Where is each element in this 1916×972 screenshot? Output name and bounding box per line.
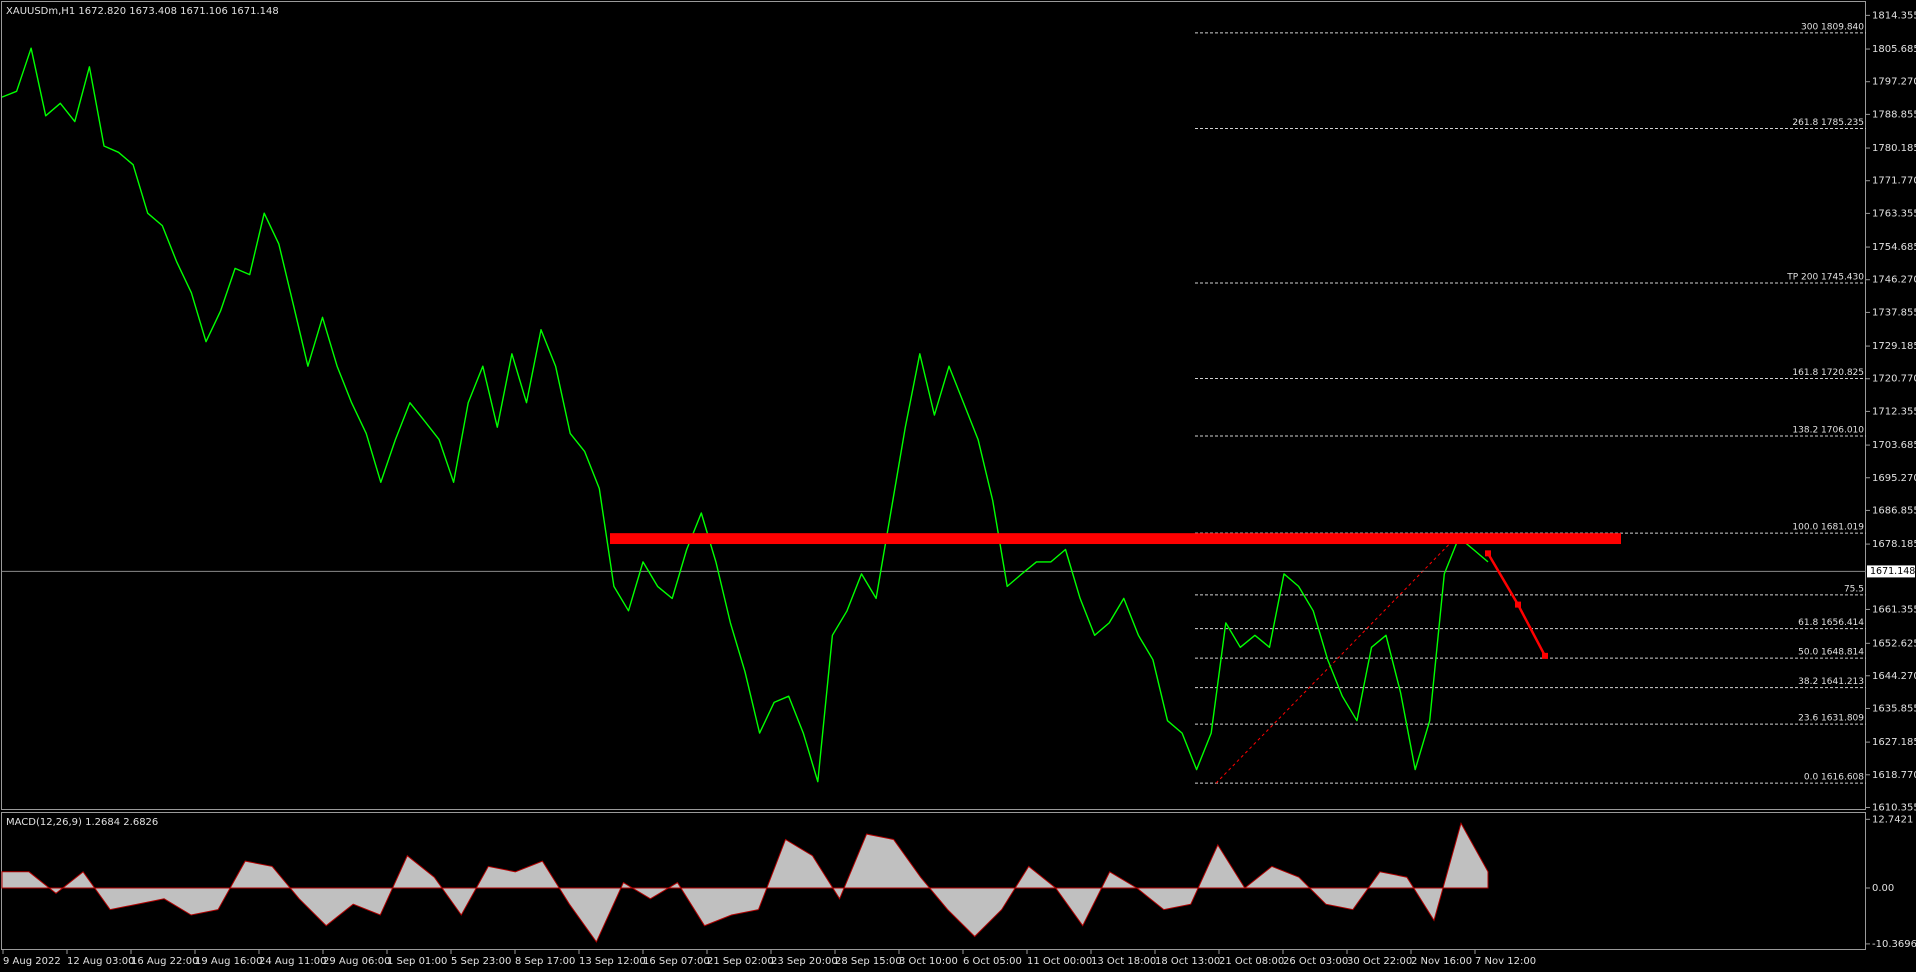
- y-tick-label: 0.00: [1872, 883, 1894, 894]
- macd-histogram: [1, 821, 1489, 943]
- y-tick-label: 1797.270: [1872, 77, 1916, 88]
- projection-point: [1485, 550, 1491, 557]
- x-tick-label: 3 Oct 10:00: [899, 956, 958, 967]
- projection-point: [1542, 652, 1548, 659]
- y-tick-label: -10.3696: [1872, 939, 1916, 950]
- price-line: [1, 47, 1489, 783]
- price-pane-border: [1, 1, 1866, 810]
- fib-level-label: 161.8 1720.825: [1792, 368, 1864, 378]
- y-tick-label: 1754.685: [1872, 242, 1916, 253]
- x-tick-label: 8 Sep 17:00: [515, 956, 575, 967]
- y-tick-label: 1627.185: [1872, 737, 1916, 748]
- x-tick-label: 13 Sep 12:00: [579, 956, 646, 967]
- y-tick-label: 1644.270: [1872, 671, 1916, 682]
- current-price-box: [1867, 565, 1915, 578]
- x-tick-label: 29 Aug 06:00: [323, 956, 390, 967]
- fib-level-label: 138.2 1706.010: [1792, 426, 1864, 436]
- x-tick-label: 23 Sep 20:00: [771, 956, 838, 967]
- fib-level-label: 23.6 1631.809: [1798, 714, 1864, 724]
- fib-trend-line: [1215, 532, 1461, 784]
- x-tick-label: 16 Aug 22:00: [131, 956, 198, 967]
- y-tick-label: 1610.355: [1872, 802, 1916, 813]
- y-tick-label: 12.7421: [1872, 814, 1913, 825]
- x-tick-label: 9 Aug 2022: [3, 956, 61, 967]
- x-tick-label: 18 Oct 13:00: [1155, 956, 1220, 967]
- x-tick-label: 21 Oct 08:00: [1219, 956, 1284, 967]
- x-tick-label: 30 Oct 22:00: [1347, 956, 1412, 967]
- x-tick-label: 7 Nov 12:00: [1475, 956, 1536, 967]
- y-tick-label: 1703.685: [1872, 440, 1916, 451]
- y-tick-label: 1618.770: [1872, 770, 1916, 781]
- y-tick-label: 1661.355: [1872, 604, 1916, 615]
- y-tick-label: 1712.355: [1872, 406, 1916, 417]
- x-tick-label: 26 Oct 03:00: [1283, 956, 1348, 967]
- fib-level-label: 261.8 1785.235: [1792, 118, 1864, 128]
- y-tick-label: 1788.855: [1872, 109, 1916, 120]
- x-tick-label: 6 Oct 05:00: [963, 956, 1022, 967]
- y-tick-label: 1805.685: [1872, 44, 1916, 55]
- fib-level-label: 100.0 1681.019: [1792, 523, 1864, 533]
- fib-level-label: 50.0 1648.814: [1798, 648, 1864, 658]
- fib-level-label: 75.5: [1844, 584, 1864, 594]
- fib-level-label: 38.2 1641.213: [1798, 677, 1864, 687]
- x-tick-label: 11 Oct 00:00: [1027, 956, 1092, 967]
- x-tick-label: 28 Sep 15:00: [835, 956, 902, 967]
- x-tick-label: 2 Nov 16:00: [1411, 956, 1472, 967]
- x-tick-label: 16 Sep 07:00: [643, 956, 710, 967]
- x-tick-label: 24 Aug 11:00: [259, 956, 326, 967]
- y-tick-label: 1763.355: [1872, 208, 1916, 219]
- fib-level-label: TP 200 1745.430: [1786, 272, 1864, 282]
- x-tick-label: 13 Oct 18:00: [1091, 956, 1156, 967]
- x-tick-label: 5 Sep 23:00: [451, 956, 511, 967]
- y-tick-label: 1780.185: [1872, 143, 1916, 154]
- x-tick-label: 12 Aug 03:00: [67, 956, 134, 967]
- macd-title: MACD(12,26,9) 1.2684 2.6826: [6, 817, 158, 828]
- fib-level-label: 0.0 1616.608: [1804, 773, 1864, 783]
- y-tick-label: 1686.855: [1872, 505, 1916, 516]
- x-tick-label: 1 Sep 01:00: [387, 956, 447, 967]
- y-tick-label: 1695.270: [1872, 473, 1916, 484]
- y-tick-label: 1771.770: [1872, 176, 1916, 187]
- projection-point: [1515, 601, 1521, 608]
- y-tick-label: 1737.855: [1872, 307, 1916, 318]
- fib-level-label: 300 1809.840: [1801, 22, 1864, 32]
- y-tick-label: 1720.770: [1872, 374, 1916, 385]
- y-tick-label: 1652.625: [1872, 638, 1916, 649]
- fib-level-label: 61.8 1656.414: [1798, 618, 1864, 628]
- y-tick-label: 1678.185: [1872, 539, 1916, 550]
- y-tick-label: 1729.185: [1872, 341, 1916, 352]
- y-tick-label: 1635.855: [1872, 703, 1916, 714]
- y-tick-label: 1814.355: [1872, 10, 1916, 21]
- current-price-label: 1671.148: [1870, 566, 1915, 577]
- chart-title: XAUUSDm,H1 1672.820 1673.408 1671.106 16…: [6, 6, 279, 17]
- x-tick-label: 21 Sep 02:00: [707, 956, 774, 967]
- y-tick-label: 1746.270: [1872, 275, 1916, 286]
- x-tick-label: 19 Aug 16:00: [195, 956, 262, 967]
- resistance-zone: [610, 533, 1621, 545]
